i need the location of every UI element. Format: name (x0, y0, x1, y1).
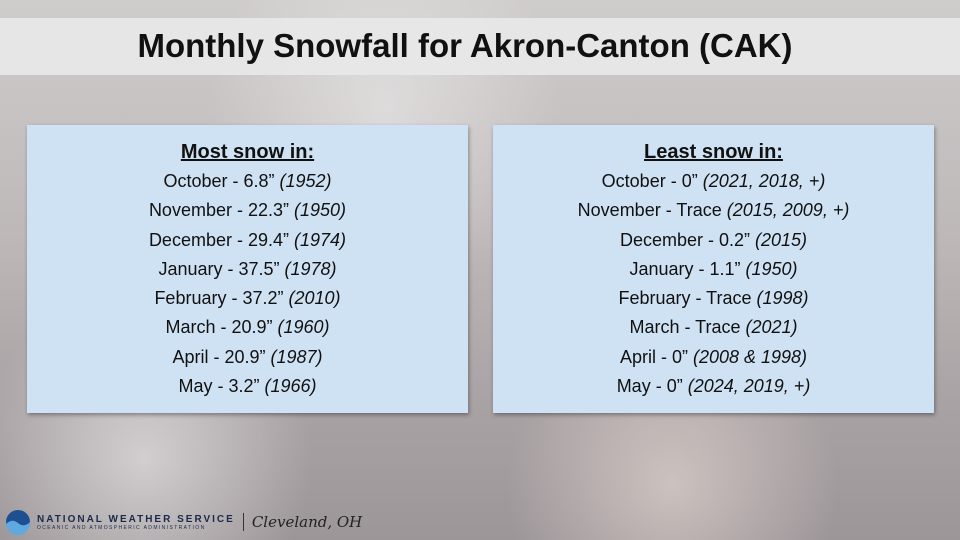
record-years: (2021) (745, 317, 798, 338)
most-snow-panel: Most snow in: October - 6.8” (1952) Novem… (27, 125, 468, 413)
record-row: October - 0” (2021, 2018, +) (493, 167, 934, 196)
agency-name: NATIONAL WEATHER SERVICE (37, 513, 235, 525)
record-years: (1960) (277, 317, 330, 338)
record-row: January - 1.1” (1950) (493, 255, 934, 284)
record-row: November - 22.3” (1950) (27, 196, 468, 225)
record-row: December - 0.2” (2015) (493, 226, 934, 255)
record-years: (2010) (288, 288, 341, 309)
footer: NATIONAL WEATHER SERVICE OCEANIC AND ATM… (5, 508, 362, 536)
record-text: December - 0.2” (619, 229, 750, 250)
record-text: October - 0” (601, 171, 698, 191)
record-text: November - Trace (577, 200, 722, 221)
record-row: February - 37.2” (2010) (27, 284, 468, 313)
record-text: January - 37.5” (158, 258, 280, 279)
record-row: April - 0” (2008 & 1998) (493, 343, 934, 372)
record-years: (2015, 2009, +) (726, 200, 850, 221)
agency-block: NATIONAL WEATHER SERVICE OCEANIC AND ATM… (37, 514, 235, 531)
record-text: February - 37.2” (154, 288, 284, 309)
record-years: (1966) (264, 376, 317, 397)
record-years: (2024, 2019, +) (687, 376, 811, 397)
record-row: December - 29.4” (1974) (27, 226, 468, 255)
record-text: May - 0” (616, 376, 683, 397)
record-text: February - Trace (618, 288, 752, 309)
record-years: (1978) (284, 258, 337, 279)
record-row: November - Trace (2015, 2009, +) (493, 196, 934, 225)
record-row: March - 20.9” (1960) (27, 313, 468, 342)
record-text: December - 29.4” (148, 229, 289, 250)
record-text: January - 1.1” (629, 258, 741, 279)
record-row: April - 20.9” (1987) (27, 343, 468, 372)
record-years: (1998) (756, 288, 809, 309)
panel-heading: Least snow in: (644, 141, 783, 163)
record-years: (1952) (279, 171, 332, 191)
record-years: (1950) (745, 258, 798, 279)
record-years: (1950) (294, 200, 347, 221)
record-years: (2015) (755, 229, 808, 250)
record-years: (1987) (270, 346, 323, 367)
record-row: October - 6.8” (1952) (27, 167, 468, 196)
noaa-logo (6, 510, 31, 535)
title-bar (0, 18, 960, 75)
record-row: May - 3.2” (1966) (27, 372, 468, 401)
record-text: October - 6.8” (163, 171, 275, 191)
title: Monthly Snowfall for Akron-Canton (CAK) (137, 27, 793, 64)
panel-heading: Most snow in: (180, 141, 315, 163)
record-row: February - Trace (1998) (493, 284, 934, 313)
record-years: (2008 & 1998) (692, 346, 808, 367)
record-row: May - 0” (2024, 2019, +) (493, 372, 934, 401)
least-snow-panel: Least snow in: October - 0” (2021, 2018,… (493, 125, 934, 413)
record-row: March - Trace (2021) (493, 313, 934, 342)
record-years: (1974) (294, 229, 347, 250)
record-text: November - 22.3” (148, 200, 289, 221)
record-row: January - 37.5” (1978) (27, 255, 468, 284)
record-years: (2021, 2018, +) (702, 171, 826, 191)
agency-subtitle: OCEANIC AND ATMOSPHERIC ADMINISTRATION (37, 524, 206, 531)
office-name: Cleveland, OH (242, 513, 362, 531)
record-text: May - 3.2” (178, 376, 260, 397)
record-text: March - Trace (629, 317, 741, 338)
record-text: April - 20.9” (172, 346, 266, 367)
record-text: April - 0” (619, 346, 688, 367)
record-text: March - 20.9” (165, 317, 273, 338)
